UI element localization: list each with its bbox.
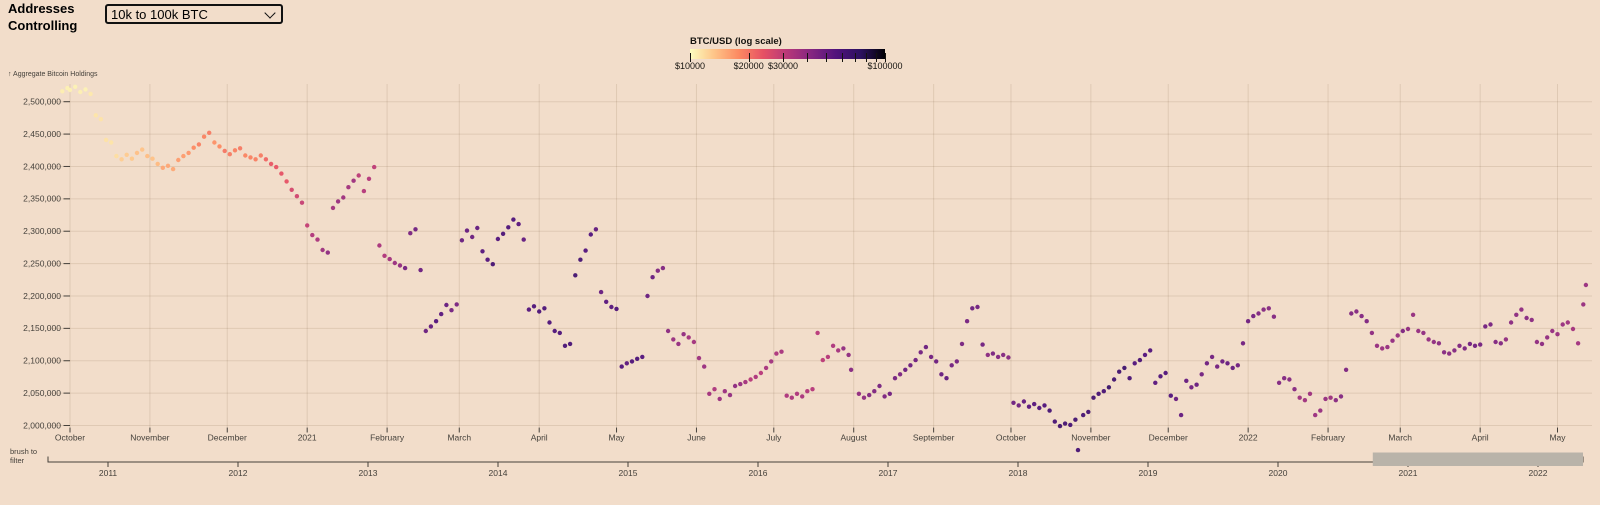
legend-tick: [783, 53, 785, 62]
address-band-select-wrap: 10k to 100k BTC: [105, 4, 283, 24]
brush-selection[interactable]: [1372, 452, 1583, 467]
svg-text:March: March: [1388, 433, 1412, 443]
y-axis: 2,000,000 2,050,000 2,100,000 2,150,000 2,20…: [23, 97, 70, 430]
svg-text:2014: 2014: [489, 468, 508, 478]
svg-text:2017: 2017: [879, 468, 898, 478]
svg-text:March: March: [447, 433, 471, 443]
legend-tick: [885, 53, 886, 62]
legend-tick: [866, 53, 868, 62]
legend-tick-label: $20000: [733, 61, 764, 71]
svg-text:2016: 2016: [749, 468, 768, 478]
svg-text:May: May: [1549, 433, 1566, 443]
svg-text:2022: 2022: [1239, 433, 1258, 443]
svg-text:October: October: [55, 433, 85, 443]
x-axis: October November December 2021 February March…: [55, 427, 1566, 443]
svg-text:February: February: [1311, 433, 1346, 443]
svg-text:December: December: [1149, 433, 1188, 443]
svg-text:2020: 2020: [1269, 468, 1288, 478]
legend-tick: [854, 53, 856, 62]
svg-text:October: October: [996, 433, 1026, 443]
svg-text:2013: 2013: [359, 468, 378, 478]
address-band-select[interactable]: 10k to 100k BTC: [105, 4, 283, 24]
svg-text:February: February: [370, 433, 405, 443]
legend-title: BTC/USD (log scale): [690, 36, 782, 47]
svg-text:2021: 2021: [298, 433, 317, 443]
legend-tick-label: $10000: [674, 61, 706, 71]
brush-track[interactable]: [48, 448, 1583, 470]
legend-tick: [748, 53, 750, 62]
gridlines: [48, 84, 1592, 427]
legend-tick: [826, 53, 828, 62]
svg-text:2019: 2019: [1139, 468, 1158, 478]
svg-text:July: July: [766, 433, 782, 443]
svg-text:May: May: [609, 433, 626, 443]
legend-tick: [807, 53, 809, 62]
brush-axis[interactable]: 2011 2012 2013 2014 2015 2016 2017 2018 2019 2020…: [47, 448, 1584, 478]
svg-text:2,400,000: 2,400,000: [23, 161, 61, 171]
svg-text:2,100,000: 2,100,000: [23, 356, 61, 366]
svg-text:2,350,000: 2,350,000: [23, 194, 61, 204]
svg-text:2,450,000: 2,450,000: [23, 129, 61, 139]
price-legend-gradient-bar: [690, 49, 885, 59]
addresses-controlling-label: Addresses Controlling: [8, 0, 77, 34]
svg-text:December: December: [208, 433, 247, 443]
svg-text:2022: 2022: [1529, 468, 1548, 478]
svg-text:April: April: [1472, 433, 1489, 443]
svg-text:April: April: [531, 433, 548, 443]
legend-tick-label: $100000: [867, 61, 903, 71]
svg-text:2,000,000: 2,000,000: [23, 420, 61, 430]
legend-tick: [841, 53, 843, 62]
svg-text:November: November: [130, 433, 169, 443]
svg-text:2,200,000: 2,200,000: [23, 291, 61, 301]
y-axis-title: ↑ Aggregate Bitcoin Holdings: [8, 71, 98, 78]
svg-text:2,300,000: 2,300,000: [23, 226, 61, 236]
svg-text:2011: 2011: [99, 468, 118, 478]
svg-text:August: August: [840, 433, 867, 443]
svg-text:November: November: [1071, 433, 1110, 443]
svg-text:2,250,000: 2,250,000: [23, 258, 61, 268]
scatter-points: [60, 84, 1589, 453]
svg-text:2,150,000: 2,150,000: [23, 323, 61, 333]
legend-tick: [876, 53, 878, 62]
svg-text:2015: 2015: [619, 468, 638, 478]
svg-text:2,500,000: 2,500,000: [23, 97, 61, 107]
svg-text:2012: 2012: [229, 468, 248, 478]
svg-text:2,050,000: 2,050,000: [23, 388, 61, 398]
addresses-label-line1: Addresses: [8, 1, 75, 16]
svg-text:June: June: [687, 433, 706, 443]
svg-text:2018: 2018: [1009, 468, 1028, 478]
svg-text:September: September: [913, 433, 955, 443]
svg-text:2021: 2021: [1399, 468, 1418, 478]
legend-tick-label: $30000: [768, 61, 799, 71]
legend-tick: [690, 53, 691, 62]
addresses-label-line2: Controlling: [8, 18, 78, 33]
brush-to-filter-label: brush to filter: [10, 447, 38, 465]
